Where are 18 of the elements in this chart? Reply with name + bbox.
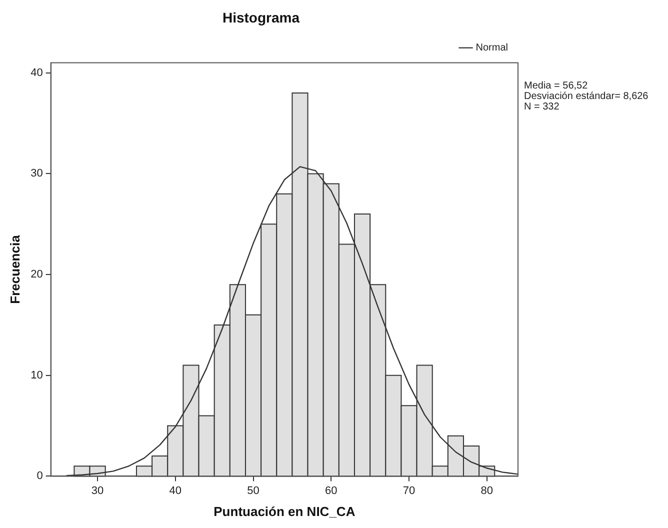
legend-label: Normal <box>476 42 508 54</box>
x-tick-label: 70 <box>402 484 416 497</box>
y-tick-label: 40 <box>30 66 43 79</box>
x-tick-label: 80 <box>480 484 493 497</box>
x-axis-title: Puntuación en NIC_CA <box>214 504 356 519</box>
y-tick-label: 0 <box>36 470 43 482</box>
y-axis-title: Frecuencia <box>7 234 22 304</box>
text: Desviación estándar= 8,626 <box>524 91 649 102</box>
y-tick-label: 10 <box>30 369 43 382</box>
x-tick-label: 40 <box>169 484 182 497</box>
x-tick-label: 60 <box>325 484 338 497</box>
text: N = 332 <box>524 102 560 113</box>
x-tick-label: 50 <box>247 484 260 497</box>
x-tick-label: 30 <box>91 484 104 497</box>
text: Media = 56,52 <box>524 80 588 92</box>
y-tick-label: 30 <box>30 168 43 180</box>
y-tick-label: 20 <box>30 268 43 281</box>
chart-title: Histograma <box>222 9 300 26</box>
